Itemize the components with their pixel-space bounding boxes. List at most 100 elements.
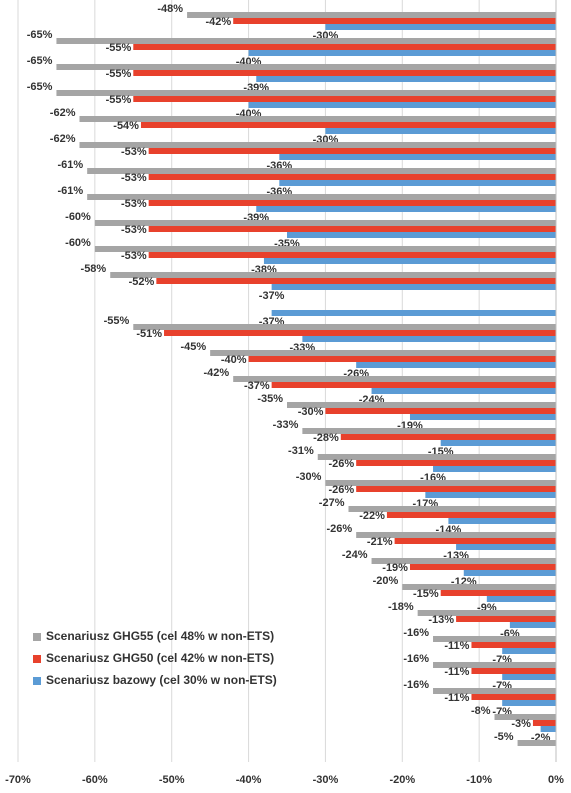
legend-swatch: [33, 655, 41, 663]
bar: [302, 336, 556, 342]
value-label: -27%: [319, 497, 345, 509]
value-label: -55%: [106, 42, 132, 54]
bar: [440, 440, 556, 446]
x-tick-label: -20%: [389, 774, 415, 786]
value-label: -48%: [157, 3, 183, 15]
value-label: -24%: [342, 549, 368, 561]
value-label: -53%: [121, 172, 147, 184]
x-tick-label: -60%: [82, 774, 108, 786]
bar: [56, 38, 557, 44]
bar: [164, 330, 556, 336]
bar: [456, 616, 556, 622]
bar: [494, 714, 556, 720]
value-label: -15%: [413, 588, 439, 600]
bar: [94, 220, 556, 226]
x-tick-label: -40%: [236, 774, 262, 786]
value-label: -35%: [257, 393, 283, 405]
value-label: -61%: [57, 159, 83, 171]
value-label: -51%: [136, 328, 162, 340]
legend-swatch: [33, 633, 41, 641]
bar: [148, 200, 556, 206]
bar: [148, 226, 556, 232]
value-label: -16%: [403, 679, 429, 691]
bar: [187, 12, 557, 18]
bar: [148, 148, 556, 154]
value-label: -65%: [27, 81, 53, 93]
bar: [325, 128, 556, 134]
bar: [94, 246, 556, 252]
bar: [248, 356, 557, 362]
bar: [256, 76, 556, 82]
bar: [87, 194, 557, 200]
bar: [302, 428, 556, 434]
bar: [356, 486, 556, 492]
x-tick-label: -10%: [466, 774, 492, 786]
bar: [271, 310, 556, 316]
value-label: -61%: [57, 185, 83, 197]
bar: [371, 388, 556, 394]
bar: [87, 168, 557, 174]
bar: [248, 50, 557, 56]
bar: [471, 694, 556, 700]
value-label: -3%: [511, 718, 531, 730]
value-label: -13%: [428, 614, 454, 626]
legend-swatch: [33, 677, 41, 685]
bar: [509, 622, 556, 628]
bar: [287, 232, 556, 238]
value-label: -26%: [326, 523, 352, 535]
bar: [402, 584, 556, 590]
bar: [502, 700, 556, 706]
value-label: -53%: [121, 224, 147, 236]
bar: [325, 24, 556, 30]
bar: [56, 64, 557, 70]
bar: [263, 258, 556, 264]
legend-label: Scenariusz GHG55 (cel 48% w non-ETS): [46, 629, 274, 643]
bar: [356, 460, 556, 466]
bar: [79, 116, 556, 122]
bar: [271, 382, 556, 388]
bar: [279, 180, 556, 186]
value-label: -22%: [359, 510, 385, 522]
value-label: -45%: [180, 341, 206, 353]
bar: [471, 642, 556, 648]
value-label: -26%: [328, 484, 354, 496]
bar: [271, 284, 556, 290]
value-label: -16%: [403, 627, 429, 639]
bar: [425, 492, 556, 498]
bar: [433, 636, 556, 642]
value-label: -52%: [129, 276, 155, 288]
bar: [532, 720, 556, 726]
value-label: -11%: [444, 666, 469, 678]
value-label: -8%: [471, 705, 491, 717]
bar: [110, 272, 556, 278]
bar: [133, 44, 557, 50]
value-label: -31%: [288, 445, 314, 457]
value-label: -53%: [121, 146, 147, 158]
x-tick-label: 0%: [548, 774, 564, 786]
value-label: -30%: [298, 406, 324, 418]
bar: [394, 538, 556, 544]
value-label: -62%: [50, 107, 76, 119]
value-label: -60%: [65, 237, 91, 249]
value-label: -28%: [313, 432, 339, 444]
bar: [433, 662, 556, 668]
bar: [409, 414, 556, 420]
bar: [133, 324, 557, 330]
value-label: -62%: [50, 133, 76, 145]
value-label: -53%: [121, 198, 147, 210]
bar: [210, 350, 556, 356]
bar: [440, 590, 556, 596]
bar: [133, 70, 557, 76]
bar: [148, 174, 556, 180]
bar: [471, 668, 556, 674]
value-label: -19%: [382, 562, 408, 574]
bar: [448, 518, 556, 524]
value-label: -53%: [121, 250, 147, 262]
bar: [356, 362, 556, 368]
bar: [417, 610, 556, 616]
bar: [386, 512, 556, 518]
value-label: -20%: [373, 575, 399, 587]
bar: [340, 434, 556, 440]
value-label: -30%: [296, 471, 322, 483]
